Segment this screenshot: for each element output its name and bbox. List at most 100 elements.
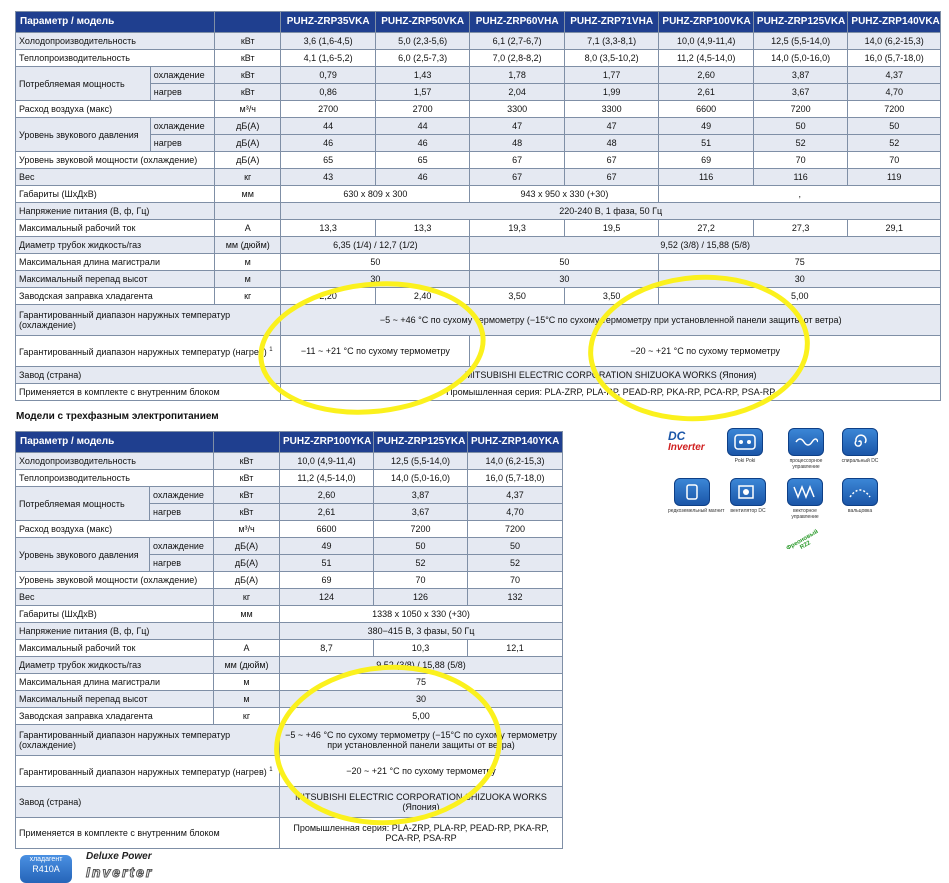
cell: 29,1	[847, 219, 941, 237]
sub-label: охлаждение	[149, 486, 214, 504]
row-label: Потребляемая мощность	[15, 486, 150, 521]
table-row: Уровень звукового давления охлаждение дБ…	[15, 117, 941, 152]
row-label: Диаметр трубок жидкость/газ	[14, 236, 216, 254]
vector-control-icon: векторное управление	[780, 478, 830, 520]
cell: 30	[279, 690, 563, 708]
row-label: Завод (страна)	[14, 366, 282, 384]
cell: 7,1 (3,3-8,1)	[563, 32, 660, 50]
cell: 70	[467, 571, 563, 589]
cell: 1338 x 1050 x 330 (+30)	[279, 605, 563, 623]
cell: 10,0 (4,9-11,4)	[658, 32, 754, 50]
cell: 46	[374, 134, 471, 152]
row-label: Напряжение питания (В, ф, Гц)	[15, 622, 214, 640]
table-row: Максимальный рабочий ток А 13,3 13,3 19,…	[14, 219, 941, 237]
cell: 67	[469, 168, 565, 186]
model-header: PUHZ-ZRP125YKA	[373, 431, 468, 453]
sub-label: охлаждение	[149, 66, 216, 84]
table-row: Максимальный перепад высот м 30 30 30	[14, 270, 941, 288]
table-row: Завод (страна) MITSUBISHI ELECTRIC CORPO…	[15, 786, 563, 818]
row-label: Расход воздуха (макс)	[15, 520, 214, 538]
unit: кг	[214, 287, 282, 305]
cell: 4,37	[847, 66, 941, 84]
poki-poki-icon: Poki Poki	[723, 428, 767, 464]
row-label: Уровень звукового давления	[15, 117, 151, 152]
row-label: Максимальная длина магистрали	[15, 673, 214, 691]
sub-label: нагрев	[149, 83, 216, 101]
cell: 50	[469, 253, 660, 271]
cell: 50	[373, 537, 468, 555]
cell: −20 ~ +21 °С по сухому термометру	[469, 335, 941, 367]
cell: 69	[279, 571, 374, 589]
cell: 70	[373, 571, 468, 589]
cell: 70	[847, 151, 941, 169]
table-row: Габариты (ШхДхВ) мм 630 x 809 x 300 943 …	[14, 185, 941, 203]
spec-table-single-phase: Параметр / модель PUHZ-ZRP35VKA PUHZ-ZRP…	[14, 11, 941, 401]
row-label: Гарантированный диапазон наружных темпер…	[14, 304, 282, 336]
icon-caption: векторное управление	[791, 508, 819, 520]
model-header: PUHZ-ZRP71VHA	[563, 11, 660, 33]
unit: мм	[214, 185, 282, 203]
cell: 67	[563, 151, 660, 169]
cell: 75	[658, 253, 941, 271]
cell: 49	[279, 537, 374, 555]
deluxe-power-label: Deluxe Power	[86, 851, 152, 862]
row-label: Применяется в комплекте с внутренним бло…	[14, 383, 282, 401]
cell: 3,67	[752, 83, 849, 101]
cell: 3300	[469, 100, 565, 118]
unit: дБ(А)	[214, 134, 282, 152]
sub-label: нагрев	[149, 554, 214, 572]
unit: м	[213, 673, 280, 691]
table-row: Применяется в комплекте с внутренним бло…	[14, 383, 941, 401]
cell: 5,00	[658, 287, 941, 305]
cell: 220-240 В, 1 фаза, 50 Гц	[280, 202, 941, 220]
model-header: PUHZ-ZRP140YKA	[467, 431, 563, 453]
unit: кВт	[214, 49, 282, 67]
cell: 27,2	[658, 219, 754, 237]
row-label-text: Гарантированный диапазон наружных темпер…	[19, 767, 267, 777]
icon-caption: процессорное управление	[789, 458, 823, 470]
cell: 65	[374, 151, 471, 169]
cell: 7,0 (2,8-8,2)	[469, 49, 565, 67]
table-row: Применяется в комплекте с внутренним бло…	[15, 817, 563, 849]
cell: 630 x 809 x 300	[280, 185, 471, 203]
cell: 47	[469, 117, 565, 135]
header-param: Параметр / модель	[14, 11, 216, 33]
row-label: Холодопроизводительность	[14, 32, 216, 50]
table-row: Холодопроизводительность кВт 10,0 (4,9-1…	[15, 452, 563, 470]
unit: кг	[213, 588, 280, 606]
icon-caption: спиральный DC	[841, 458, 879, 464]
cell: 50	[467, 537, 563, 555]
processor-control-icon: процессорное управление	[778, 428, 834, 470]
badge-line2: R410A	[32, 864, 60, 874]
table-row: Расход воздуха (макс) м³/ч 2700 2700 330…	[14, 100, 941, 118]
unit: дБ(А)	[213, 571, 280, 589]
cell: 44	[374, 117, 471, 135]
cell: 2,40	[374, 287, 471, 305]
cell: Промышленная серия: PLA-ZRP, PLA-RP, PEA…	[279, 817, 563, 849]
cell: 67	[469, 151, 565, 169]
cell: 4,70	[847, 83, 941, 101]
cell: 12,5 (5,5-14,0)	[373, 452, 468, 470]
cell: 126	[373, 588, 468, 606]
table-row: нагрев дБ(А) 51 52 52	[16, 554, 563, 572]
dc-fan-icon: вентилятор DC	[725, 478, 771, 514]
model-header: PUHZ-ZRP50VKA	[374, 11, 471, 33]
row-label: Максимальная длина магистрали	[14, 253, 216, 271]
table-row: Теплопроизводительность кВт 4,1 (1,6-5,2…	[14, 49, 941, 67]
row-label: Гарантированный диапазон наружных темпер…	[14, 335, 282, 367]
unit: м	[213, 690, 280, 708]
inverter-logo-text: Inverter	[668, 442, 705, 453]
cell: 1,57	[374, 83, 471, 101]
cell: 943 x 950 x 330 (+30)	[469, 185, 660, 203]
cell: 4,37	[467, 486, 563, 504]
model-header: PUHZ-ZRP140VKA	[847, 11, 941, 33]
cell: 3300	[563, 100, 660, 118]
table-row: Напряжение питания (В, ф, Гц) 220-240 В,…	[14, 202, 941, 220]
table-row: Напряжение питания (В, ф, Гц) 380−415 В,…	[15, 622, 563, 640]
cell: 69	[658, 151, 754, 169]
cell: 8,0 (3,5-10,2)	[563, 49, 660, 67]
cell: 50	[752, 117, 849, 135]
cell: 132	[467, 588, 563, 606]
table-row: Расход воздуха (макс) м³/ч 6600 7200 720…	[15, 520, 563, 538]
footnote-mark: 1	[269, 347, 273, 353]
